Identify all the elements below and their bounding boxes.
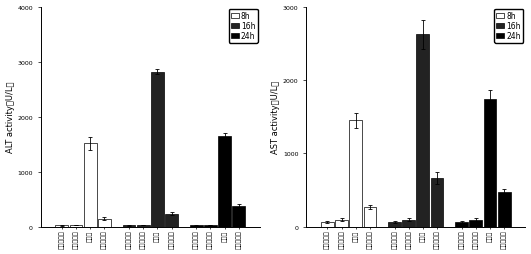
Bar [388,222,401,227]
Bar [469,220,482,227]
Bar [190,225,202,227]
Bar [98,219,111,227]
Bar [151,72,164,227]
Bar [402,220,415,227]
Bar [70,225,82,227]
Bar [335,220,348,227]
Bar [232,206,245,227]
Bar [165,214,178,227]
Bar [137,225,150,227]
Bar [416,35,429,227]
Bar [484,100,496,227]
Bar [455,222,468,227]
Bar [498,193,511,227]
Legend: 8h, 16h, 24h: 8h, 16h, 24h [494,10,523,43]
Bar [123,225,135,227]
Bar [321,222,334,227]
Y-axis label: AST activity（U/L）: AST activity（U/L） [271,81,280,154]
Legend: 8h, 16h, 24h: 8h, 16h, 24h [229,10,258,43]
Y-axis label: ALT activity（U/L）: ALT activity（U/L） [5,82,14,153]
Bar [218,136,231,227]
Bar [431,178,443,227]
Bar [364,207,376,227]
Bar [55,225,68,227]
Bar [84,144,97,227]
Bar [349,121,362,227]
Bar [204,225,217,227]
